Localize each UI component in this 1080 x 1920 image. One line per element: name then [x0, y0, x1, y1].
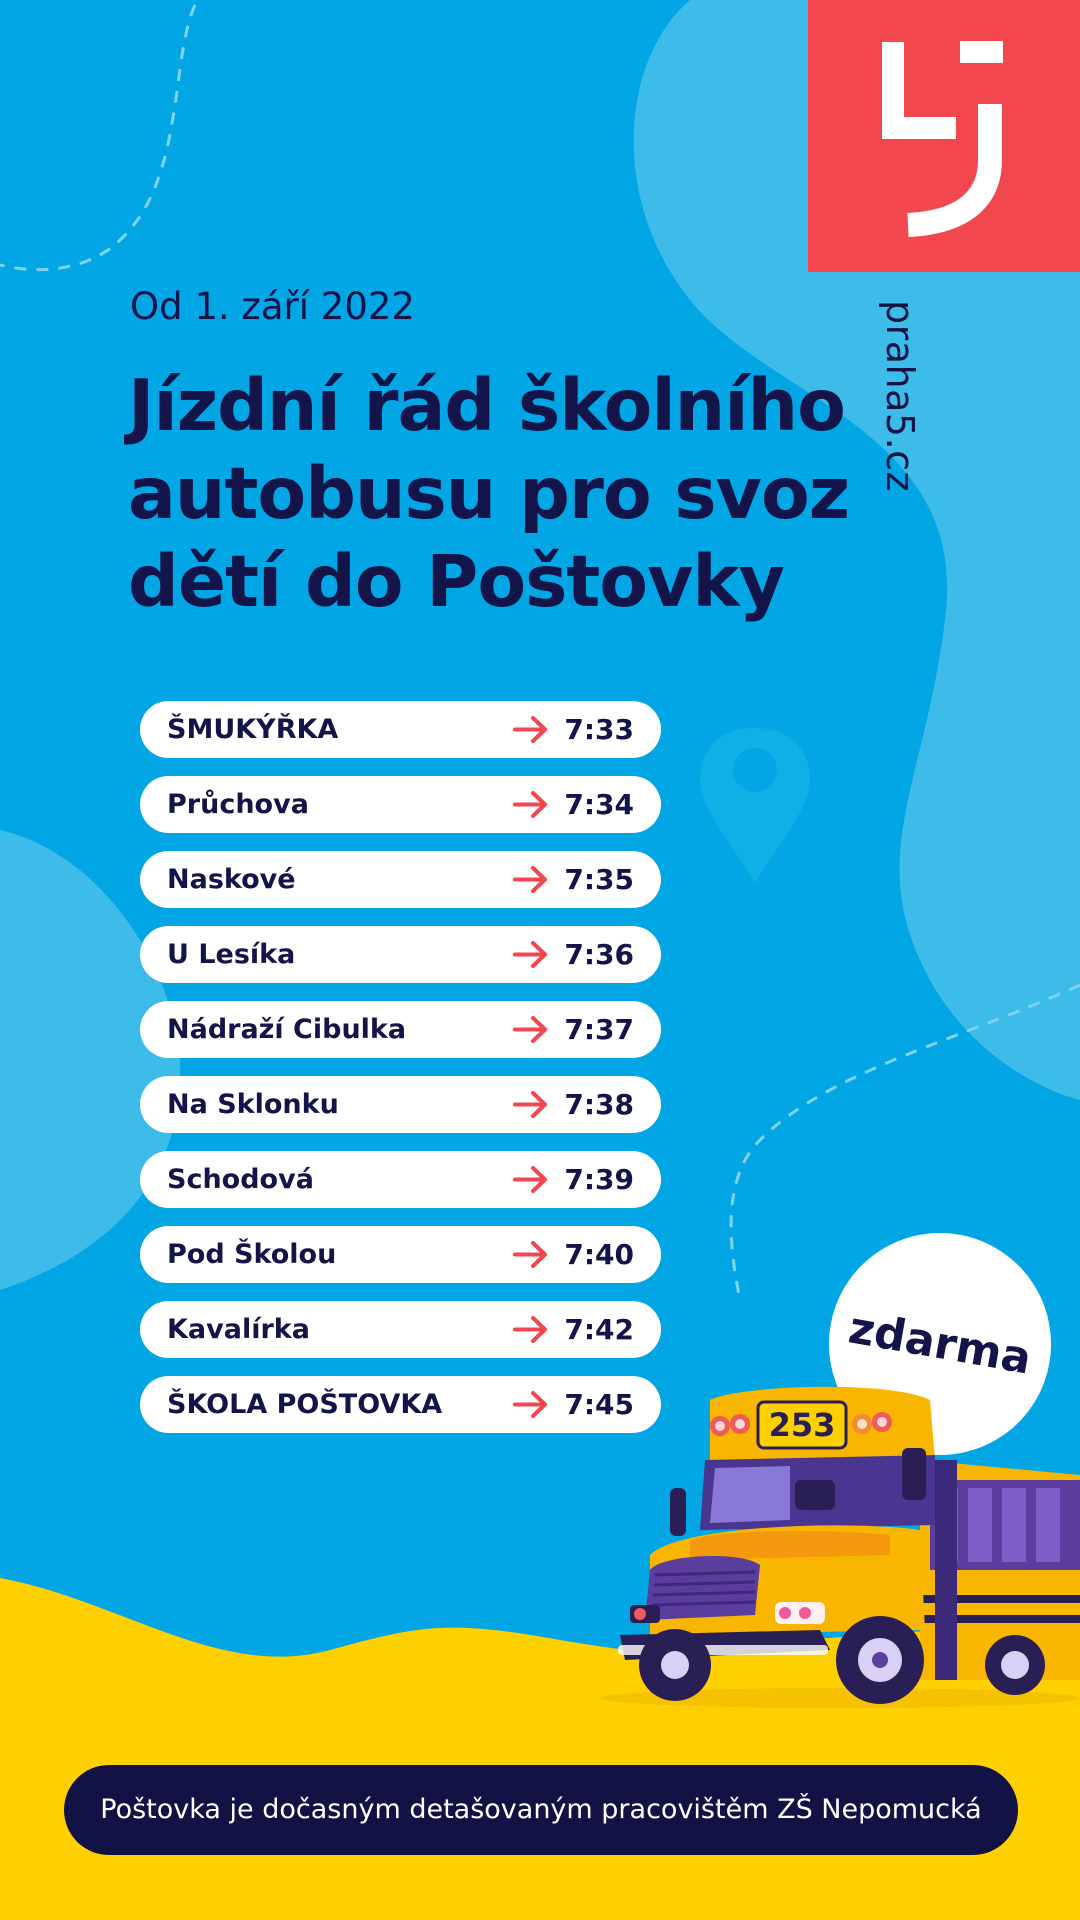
stop-time: 7:35	[564, 863, 634, 896]
praha5-logo-icon	[882, 41, 1003, 237]
stop-time: 7:40	[564, 1238, 634, 1271]
title-line: autobusu pro svoz	[128, 452, 850, 535]
stop-name: U Lesíka	[167, 939, 296, 970]
footer-note: Poštovka je dočasným detašovaným pracovi…	[64, 1765, 1018, 1855]
arrow-right-icon	[513, 1091, 547, 1118]
dashed-curve-top	[0, 4, 197, 272]
timetable: ŠMUKÝŘKA 7:33 Průchova 7:34 Naskové 7:35…	[140, 701, 661, 1451]
stop-name: Průchova	[167, 789, 309, 820]
arrow-right-icon	[513, 941, 547, 968]
title-line: dětí do Poštovky	[128, 540, 785, 623]
stop-time: 7:42	[564, 1313, 634, 1346]
arrow-right-icon	[513, 866, 547, 893]
arrow-right-icon	[513, 1391, 547, 1418]
stop-name: Pod Školou	[167, 1239, 337, 1270]
stop-time: 7:39	[564, 1163, 634, 1196]
timetable-row: Nádraží Cibulka 7:37	[140, 1001, 661, 1058]
timetable-row: Pod Školou 7:40	[140, 1226, 661, 1283]
school-bus-illustration: 253	[600, 1386, 1080, 1708]
arrow-right-icon	[513, 1166, 547, 1193]
stop-time: 7:45	[564, 1388, 634, 1421]
stop-time: 7:37	[564, 1013, 634, 1046]
page-title: Jízdní řád školního autobusu pro svoz dě…	[128, 362, 928, 626]
stop-name: Nádraží Cibulka	[167, 1014, 407, 1045]
arrow-right-icon	[513, 716, 547, 743]
arrow-right-icon	[513, 1316, 547, 1343]
timetable-row: ŠMUKÝŘKA 7:33	[140, 701, 661, 758]
title-line: Jízdní řád školního	[128, 364, 846, 447]
location-pin-icon	[700, 728, 810, 883]
timetable-row: Schodová 7:39	[140, 1151, 661, 1208]
stop-name: Na Sklonku	[167, 1089, 339, 1120]
arrow-right-icon	[513, 1241, 547, 1268]
stop-name: Naskové	[167, 864, 296, 895]
timetable-row: Průchova 7:34	[140, 776, 661, 833]
stop-name: ŠMUKÝŘKA	[167, 714, 339, 745]
bus-number: 253	[769, 1406, 836, 1444]
timetable-row: Kavalírka 7:42	[140, 1301, 661, 1358]
stop-time: 7:38	[564, 1088, 634, 1121]
stop-time: 7:34	[564, 788, 634, 821]
timetable-row: ŠKOLA POŠTOVKA 7:45	[140, 1376, 661, 1433]
stop-name: Schodová	[167, 1164, 314, 1195]
stop-time: 7:36	[564, 938, 634, 971]
stop-time: 7:33	[564, 713, 634, 746]
stop-name: Kavalírka	[167, 1314, 310, 1345]
stop-name: ŠKOLA POŠTOVKA	[167, 1389, 443, 1420]
start-date: Od 1. září 2022	[130, 285, 415, 328]
timetable-row: Na Sklonku 7:38	[140, 1076, 661, 1133]
footer-note-text: Poštovka je dočasným detašovaným pracovi…	[100, 1794, 982, 1825]
arrow-right-icon	[513, 791, 547, 818]
arrow-right-icon	[513, 1016, 547, 1043]
praha5-logo	[808, 0, 1080, 272]
light-blob-left	[0, 830, 181, 1290]
timetable-row: U Lesíka 7:36	[140, 926, 661, 983]
timetable-row: Naskové 7:35	[140, 851, 661, 908]
light-blob-right	[633, 0, 1080, 1100]
